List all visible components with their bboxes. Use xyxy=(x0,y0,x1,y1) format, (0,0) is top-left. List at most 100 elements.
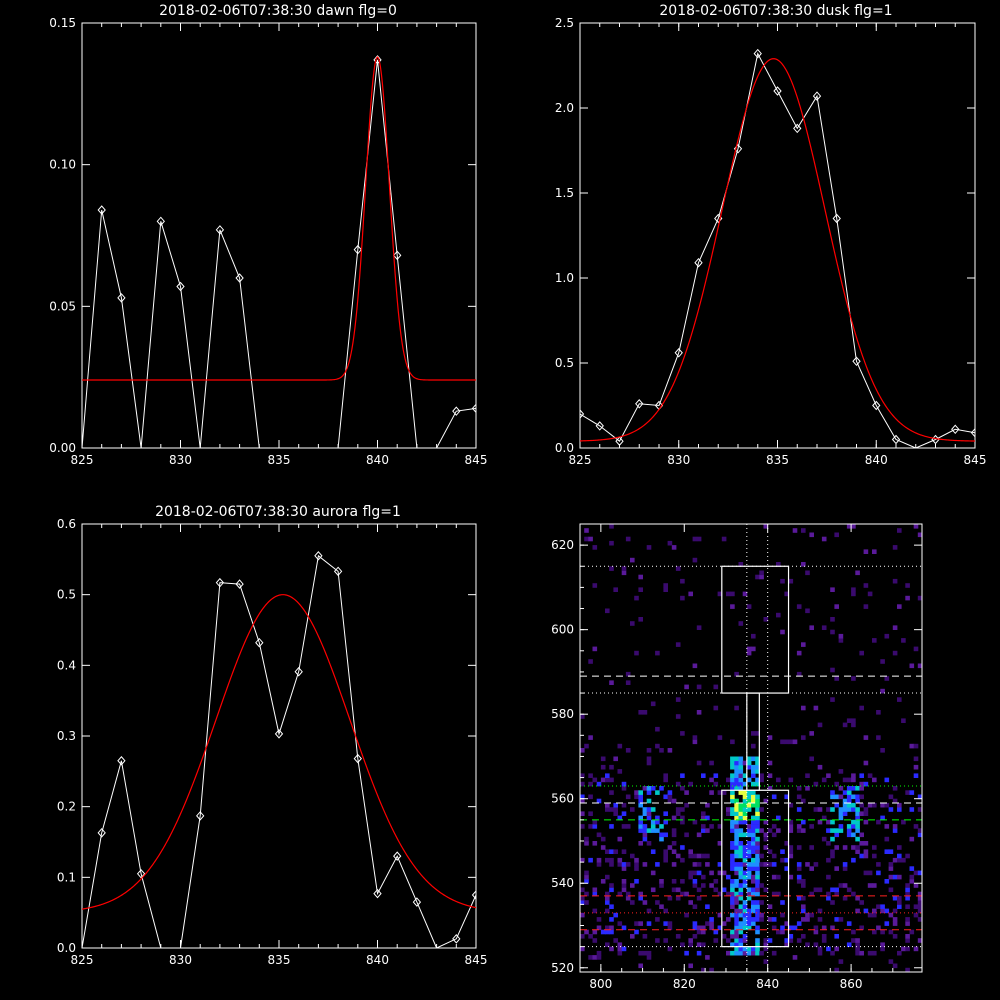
data-point xyxy=(891,434,901,445)
heatmap-cell xyxy=(759,900,764,905)
heatmap-cell xyxy=(755,870,760,876)
heatmap-cell xyxy=(705,862,710,867)
heatmap-cell xyxy=(872,883,877,888)
heatmap-cell xyxy=(692,879,698,884)
heatmap-cell xyxy=(584,743,589,749)
heatmap-cell xyxy=(584,536,589,542)
series-group xyxy=(82,55,476,448)
heatmap-cell xyxy=(855,938,860,943)
heatmap-cell xyxy=(696,760,702,766)
heatmap-cell xyxy=(738,621,744,626)
heatmap-cell xyxy=(897,845,902,850)
data-point xyxy=(353,244,362,255)
heatmap-cell xyxy=(738,925,744,931)
heatmap-cell xyxy=(738,942,744,947)
heatmap-cell xyxy=(830,887,835,893)
heatmap-cell xyxy=(884,777,890,783)
heatmap-cell xyxy=(771,853,777,859)
heatmap-cell xyxy=(780,912,785,918)
heatmap-cell xyxy=(884,849,890,854)
data-point xyxy=(580,409,585,419)
heatmap-cell xyxy=(884,921,890,926)
heatmap-cell xyxy=(609,849,614,854)
heatmap-cell xyxy=(855,895,860,901)
data-point xyxy=(951,424,960,435)
heatmap-cell xyxy=(600,845,606,850)
data-point xyxy=(412,897,422,907)
heatmap-cell xyxy=(876,862,881,867)
heatmap-cell xyxy=(771,925,777,931)
heatmap-cell xyxy=(746,646,752,652)
heatmap-cell xyxy=(621,866,627,871)
heatmap-cell xyxy=(917,900,923,905)
heatmap-cell xyxy=(738,777,744,783)
y-tick-label: 0.00 xyxy=(49,441,76,455)
heatmap-cell xyxy=(796,828,802,833)
heatmap-cell xyxy=(696,832,702,838)
data-point xyxy=(635,399,644,409)
heatmap-cell xyxy=(734,760,739,766)
heatmap-cell xyxy=(897,904,902,909)
heatmap-cell xyxy=(613,756,618,762)
heatmap-cell xyxy=(880,688,885,694)
x-tick-label: 825 xyxy=(569,453,592,467)
heatmap-cell xyxy=(763,887,769,893)
heatmap-cell xyxy=(734,946,739,952)
heatmap-cell xyxy=(709,790,714,795)
heatmap-cell xyxy=(771,832,777,838)
heatmap-cell xyxy=(663,938,668,943)
heatmap-cell xyxy=(855,815,860,821)
heatmap-cell xyxy=(663,583,668,588)
heatmap-cell xyxy=(909,790,915,795)
heatmap-cell xyxy=(738,841,744,846)
heatmap-cell xyxy=(696,942,702,947)
heatmap-cell xyxy=(667,921,673,926)
heatmap-cell xyxy=(701,828,706,833)
heatmap-cell xyxy=(792,528,798,533)
heatmap-cell xyxy=(821,777,827,783)
x-tick-label: 830 xyxy=(169,953,192,967)
heatmap-cell xyxy=(851,786,856,791)
heatmap-cell xyxy=(780,900,785,905)
heatmap-cell xyxy=(717,824,723,829)
heatmap-cell xyxy=(838,824,844,829)
heatmap-cell xyxy=(755,764,760,770)
heatmap-cell xyxy=(755,824,760,829)
heatmap-cell xyxy=(846,828,852,833)
heatmap-cell xyxy=(751,769,756,774)
heatmap-cell xyxy=(813,925,819,931)
heatmap-cell xyxy=(867,912,873,918)
heatmap-cell xyxy=(609,680,614,685)
heatmap-cell xyxy=(872,908,877,914)
heatmap-cell xyxy=(730,934,735,939)
heatmap-cell xyxy=(834,845,839,850)
heatmap-cell xyxy=(809,866,814,871)
heatmap-cell xyxy=(867,773,873,778)
heatmap-cell xyxy=(646,786,652,791)
heatmap-cell xyxy=(788,874,794,880)
heatmap-cell xyxy=(917,532,923,538)
heatmap-cell xyxy=(872,950,877,956)
chart-title: 2018-02-06T07:38:30 dawn flg=0 xyxy=(159,3,397,19)
heatmap-cell xyxy=(734,900,739,905)
heatmap-cell xyxy=(659,879,664,884)
heatmap-cell xyxy=(855,942,860,947)
heatmap-cell xyxy=(696,710,702,715)
heatmap-cell xyxy=(876,710,881,715)
heatmap-cell xyxy=(821,938,827,943)
heatmap-cell xyxy=(909,929,915,935)
heatmap-cell xyxy=(684,950,689,956)
heatmap-cell xyxy=(763,959,769,964)
heatmap-cell xyxy=(872,853,877,859)
heatmap-cell xyxy=(588,811,593,816)
heatmap-cell xyxy=(851,773,856,778)
heatmap-cell xyxy=(625,891,631,897)
heatmap-cell xyxy=(734,769,739,774)
heatmap-cell xyxy=(621,824,627,829)
heatmap-cell xyxy=(796,824,802,829)
heatmap-cell xyxy=(755,887,760,893)
heatmap-cell xyxy=(592,824,598,829)
fit-curve xyxy=(82,594,476,910)
heatmap-cell xyxy=(755,769,760,774)
heatmap-cell xyxy=(817,807,823,812)
